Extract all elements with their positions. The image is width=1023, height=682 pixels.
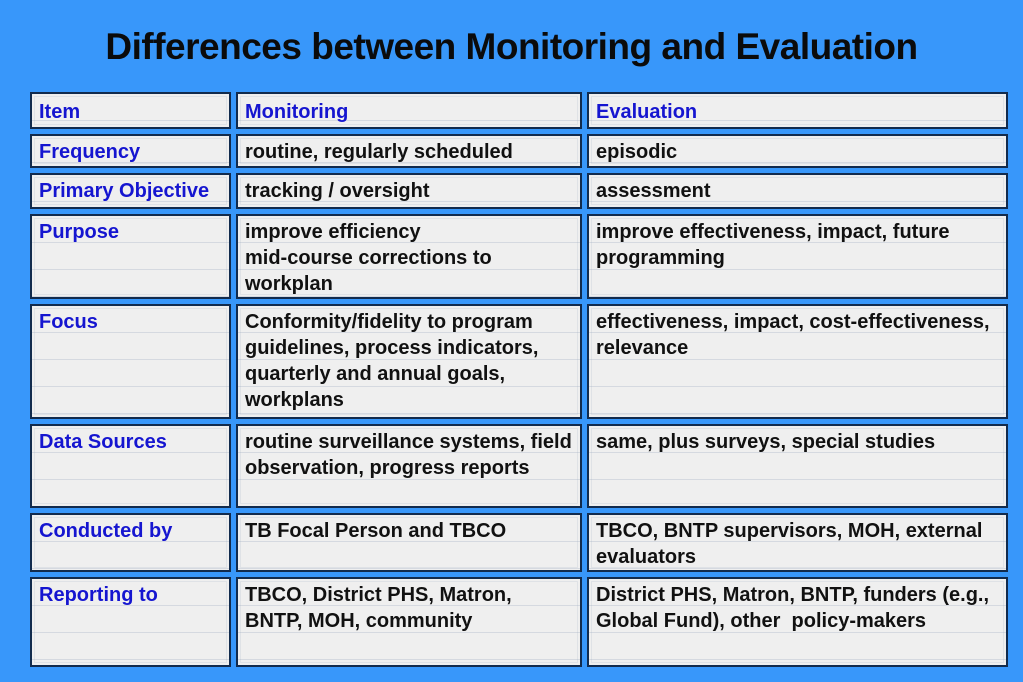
row-data-sources-label: Data Sources	[30, 424, 231, 508]
row-frequency-label: Frequency	[30, 134, 231, 168]
row-reporting-to-label: Reporting to	[30, 577, 231, 667]
row-focus-evaluation: effectiveness, impact, cost-effectivenes…	[587, 304, 1008, 419]
comparison-table: Item Monitoring Evaluation Frequency rou…	[30, 92, 1008, 667]
row-reporting-to-evaluation: District PHS, Matron, BNTP, funders (e.g…	[587, 577, 1008, 667]
row-focus-monitoring: Conformity/fidelity to program guideline…	[236, 304, 582, 419]
row-primary-objective-evaluation: assessment	[587, 173, 1008, 209]
row-primary-objective-monitoring: tracking / oversight	[236, 173, 582, 209]
row-purpose-label: Purpose	[30, 214, 231, 299]
row-primary-objective-label: Primary Objective	[30, 173, 231, 209]
row-reporting-to-monitoring: TBCO, District PHS, Matron, BNTP, MOH, c…	[236, 577, 582, 667]
row-conducted-by-label: Conducted by	[30, 513, 231, 572]
row-focus-label: Focus	[30, 304, 231, 419]
header-cell-evaluation: Evaluation	[587, 92, 1008, 129]
row-purpose-evaluation: improve effectiveness, impact, future pr…	[587, 214, 1008, 299]
header-cell-monitoring: Monitoring	[236, 92, 582, 129]
header-cell-item: Item	[30, 92, 231, 129]
slide-title: Differences between Monitoring and Evalu…	[105, 26, 918, 67]
row-data-sources-evaluation: same, plus surveys, special studies	[587, 424, 1008, 508]
row-frequency-monitoring: routine, regularly scheduled	[236, 134, 582, 168]
row-data-sources-monitoring: routine surveillance systems, field obse…	[236, 424, 582, 508]
row-purpose-monitoring: improve efficiency mid-course correction…	[236, 214, 582, 299]
row-conducted-by-monitoring: TB Focal Person and TBCO	[236, 513, 582, 572]
row-frequency-evaluation: episodic	[587, 134, 1008, 168]
row-conducted-by-evaluation: TBCO, BNTP supervisors, MOH, external ev…	[587, 513, 1008, 572]
